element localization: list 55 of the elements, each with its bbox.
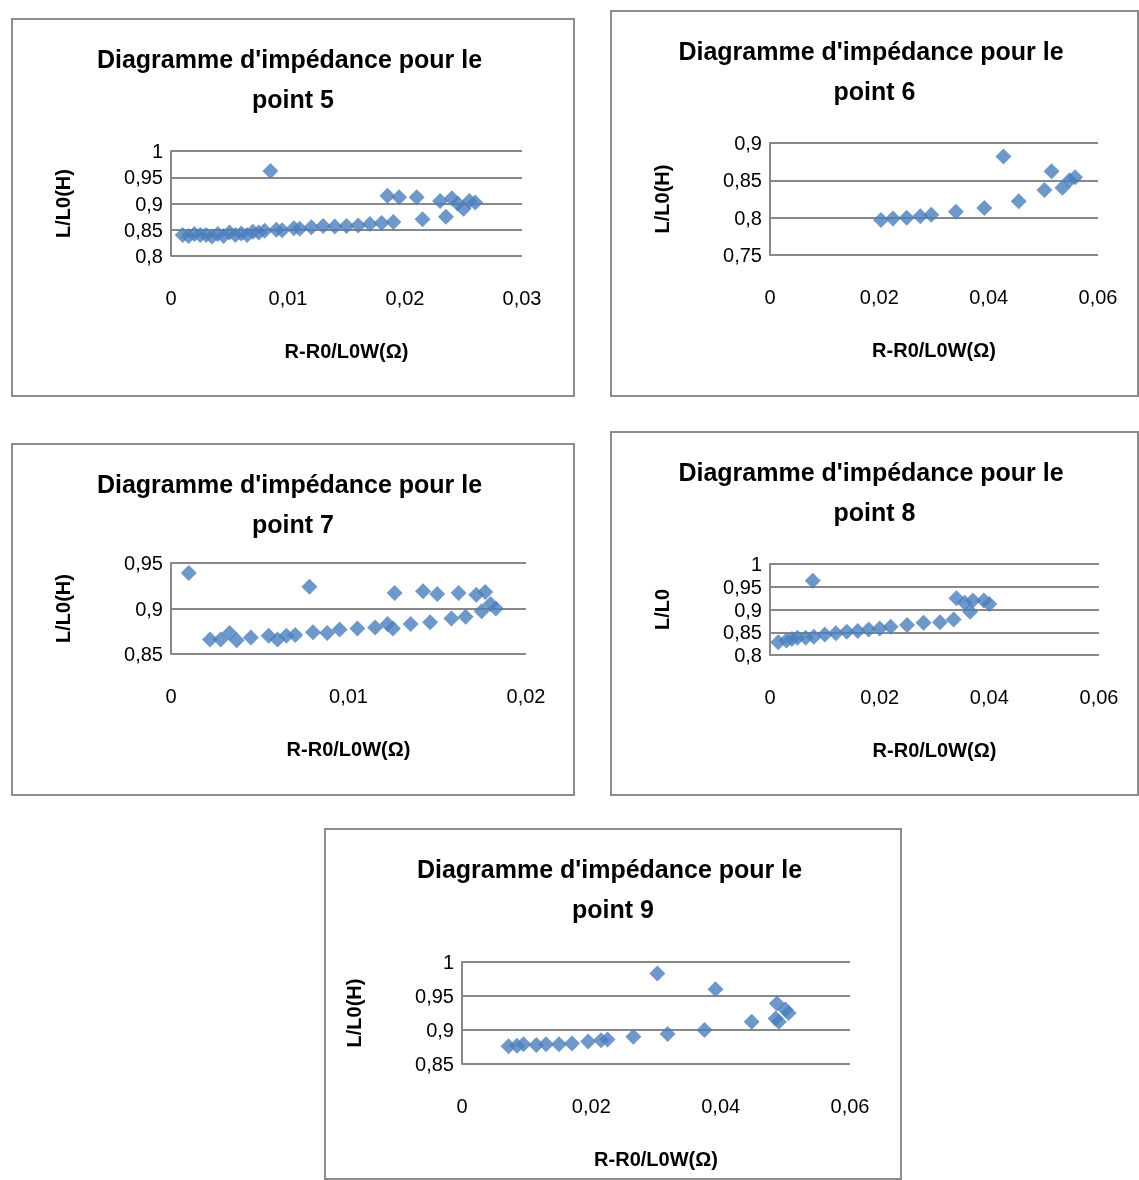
x-tick-label: 0 (165, 685, 177, 707)
y-tick-label: 0,95 (723, 575, 762, 598)
chart-title: Diagramme d'impédance pour le point 6 (678, 37, 1071, 105)
y-tick-label: 0,85 (415, 1053, 454, 1075)
y-tick-label: 0,95 (124, 552, 163, 574)
x-tick-label: 0,01 (329, 685, 368, 707)
x-axis-title: R-R0/L0W(Ω) (286, 738, 411, 760)
x-tick-label: 0,06 (830, 1095, 870, 1117)
x-tick-label: 0 (456, 1095, 468, 1117)
x-tick-label: 0,04 (701, 1095, 741, 1117)
y-tick-label: 0,75 (723, 244, 762, 266)
y-tick-label: 0,9 (135, 192, 163, 215)
y-tick-label: 1 (151, 140, 163, 162)
x-tick-label: 0,02 (859, 286, 899, 308)
x-tick-label: 0 (764, 686, 776, 708)
y-tick-label: 0,85 (723, 169, 762, 192)
y-tick-label: 0,95 (124, 166, 163, 189)
x-tick-label: 0,06 (1078, 286, 1118, 308)
y-tick-label: 1 (442, 951, 454, 973)
chart-title: Diagramme d'impédance pour le point 5 (96, 45, 490, 113)
x-tick-label: 0,01 (268, 287, 308, 309)
x-tick-label: 0,04 (969, 286, 1009, 308)
y-axis-title: L/L0(H) (52, 169, 74, 238)
y-tick-label: 0,8 (135, 245, 163, 267)
y-tick-label: 0,9 (426, 1019, 454, 1041)
chart-title: Diagramme d'impédance pour le point 7 (96, 470, 490, 538)
x-tick-label: 0 (764, 286, 776, 308)
y-tick-label: 0,85 (723, 621, 762, 644)
y-axis-title: L/L0(H) (52, 574, 74, 643)
x-tick-label: 0,04 (969, 686, 1009, 708)
y-tick-label: 1 (750, 553, 762, 575)
y-tick-label: 0,85 (124, 643, 163, 665)
chart-title: Diagramme d'impédance pour le point 8 (678, 458, 1071, 526)
x-axis-title: R-R0/L0W(Ω) (284, 340, 409, 362)
y-tick-label: 0,85 (124, 218, 163, 241)
x-tick-label: 0,06 (1079, 686, 1119, 708)
y-axis-title: L/L0(H) (651, 164, 673, 234)
y-axis-title: L/L0 (651, 588, 673, 631)
y-tick-label: 0,95 (415, 985, 454, 1007)
x-axis-title: R-R0/L0W(Ω) (872, 339, 996, 361)
x-tick-label: 0,02 (860, 686, 900, 708)
x-tick-label: 0,02 (506, 685, 546, 707)
x-tick-label: 0 (165, 287, 177, 309)
x-axis-title: R-R0/L0W(Ω) (872, 739, 997, 761)
y-tick-label: 0,9 (734, 598, 762, 621)
x-axis-title: R-R0/L0W(Ω) (594, 1148, 718, 1170)
y-tick-label: 0,9 (135, 597, 163, 620)
x-tick-label: 0,03 (502, 287, 542, 309)
y-tick-label: 0,8 (734, 206, 762, 229)
x-tick-label: 0,02 (385, 287, 425, 309)
y-axis-title: L/L0(H) (343, 978, 365, 1048)
chart-title: Diagramme d'impédance pour le point 9 (416, 855, 810, 923)
x-tick-label: 0,02 (571, 1095, 611, 1117)
y-tick-label: 0,8 (734, 644, 762, 666)
y-tick-label: 0,9 (734, 132, 762, 154)
